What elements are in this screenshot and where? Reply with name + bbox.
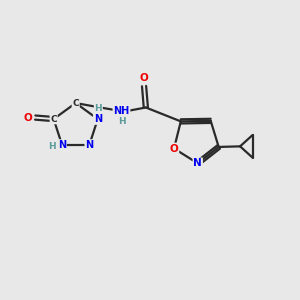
Text: NH: NH (113, 106, 130, 116)
Text: H: H (94, 104, 102, 113)
Text: N: N (194, 158, 202, 168)
Text: C: C (50, 115, 57, 124)
Text: N: N (58, 140, 66, 150)
Text: O: O (23, 112, 32, 123)
Text: N: N (85, 140, 93, 150)
Text: H: H (48, 142, 56, 151)
Text: O: O (140, 73, 148, 83)
Text: O: O (169, 143, 178, 154)
Text: H: H (118, 117, 125, 126)
Text: C: C (72, 98, 79, 107)
Text: N: N (94, 114, 102, 124)
